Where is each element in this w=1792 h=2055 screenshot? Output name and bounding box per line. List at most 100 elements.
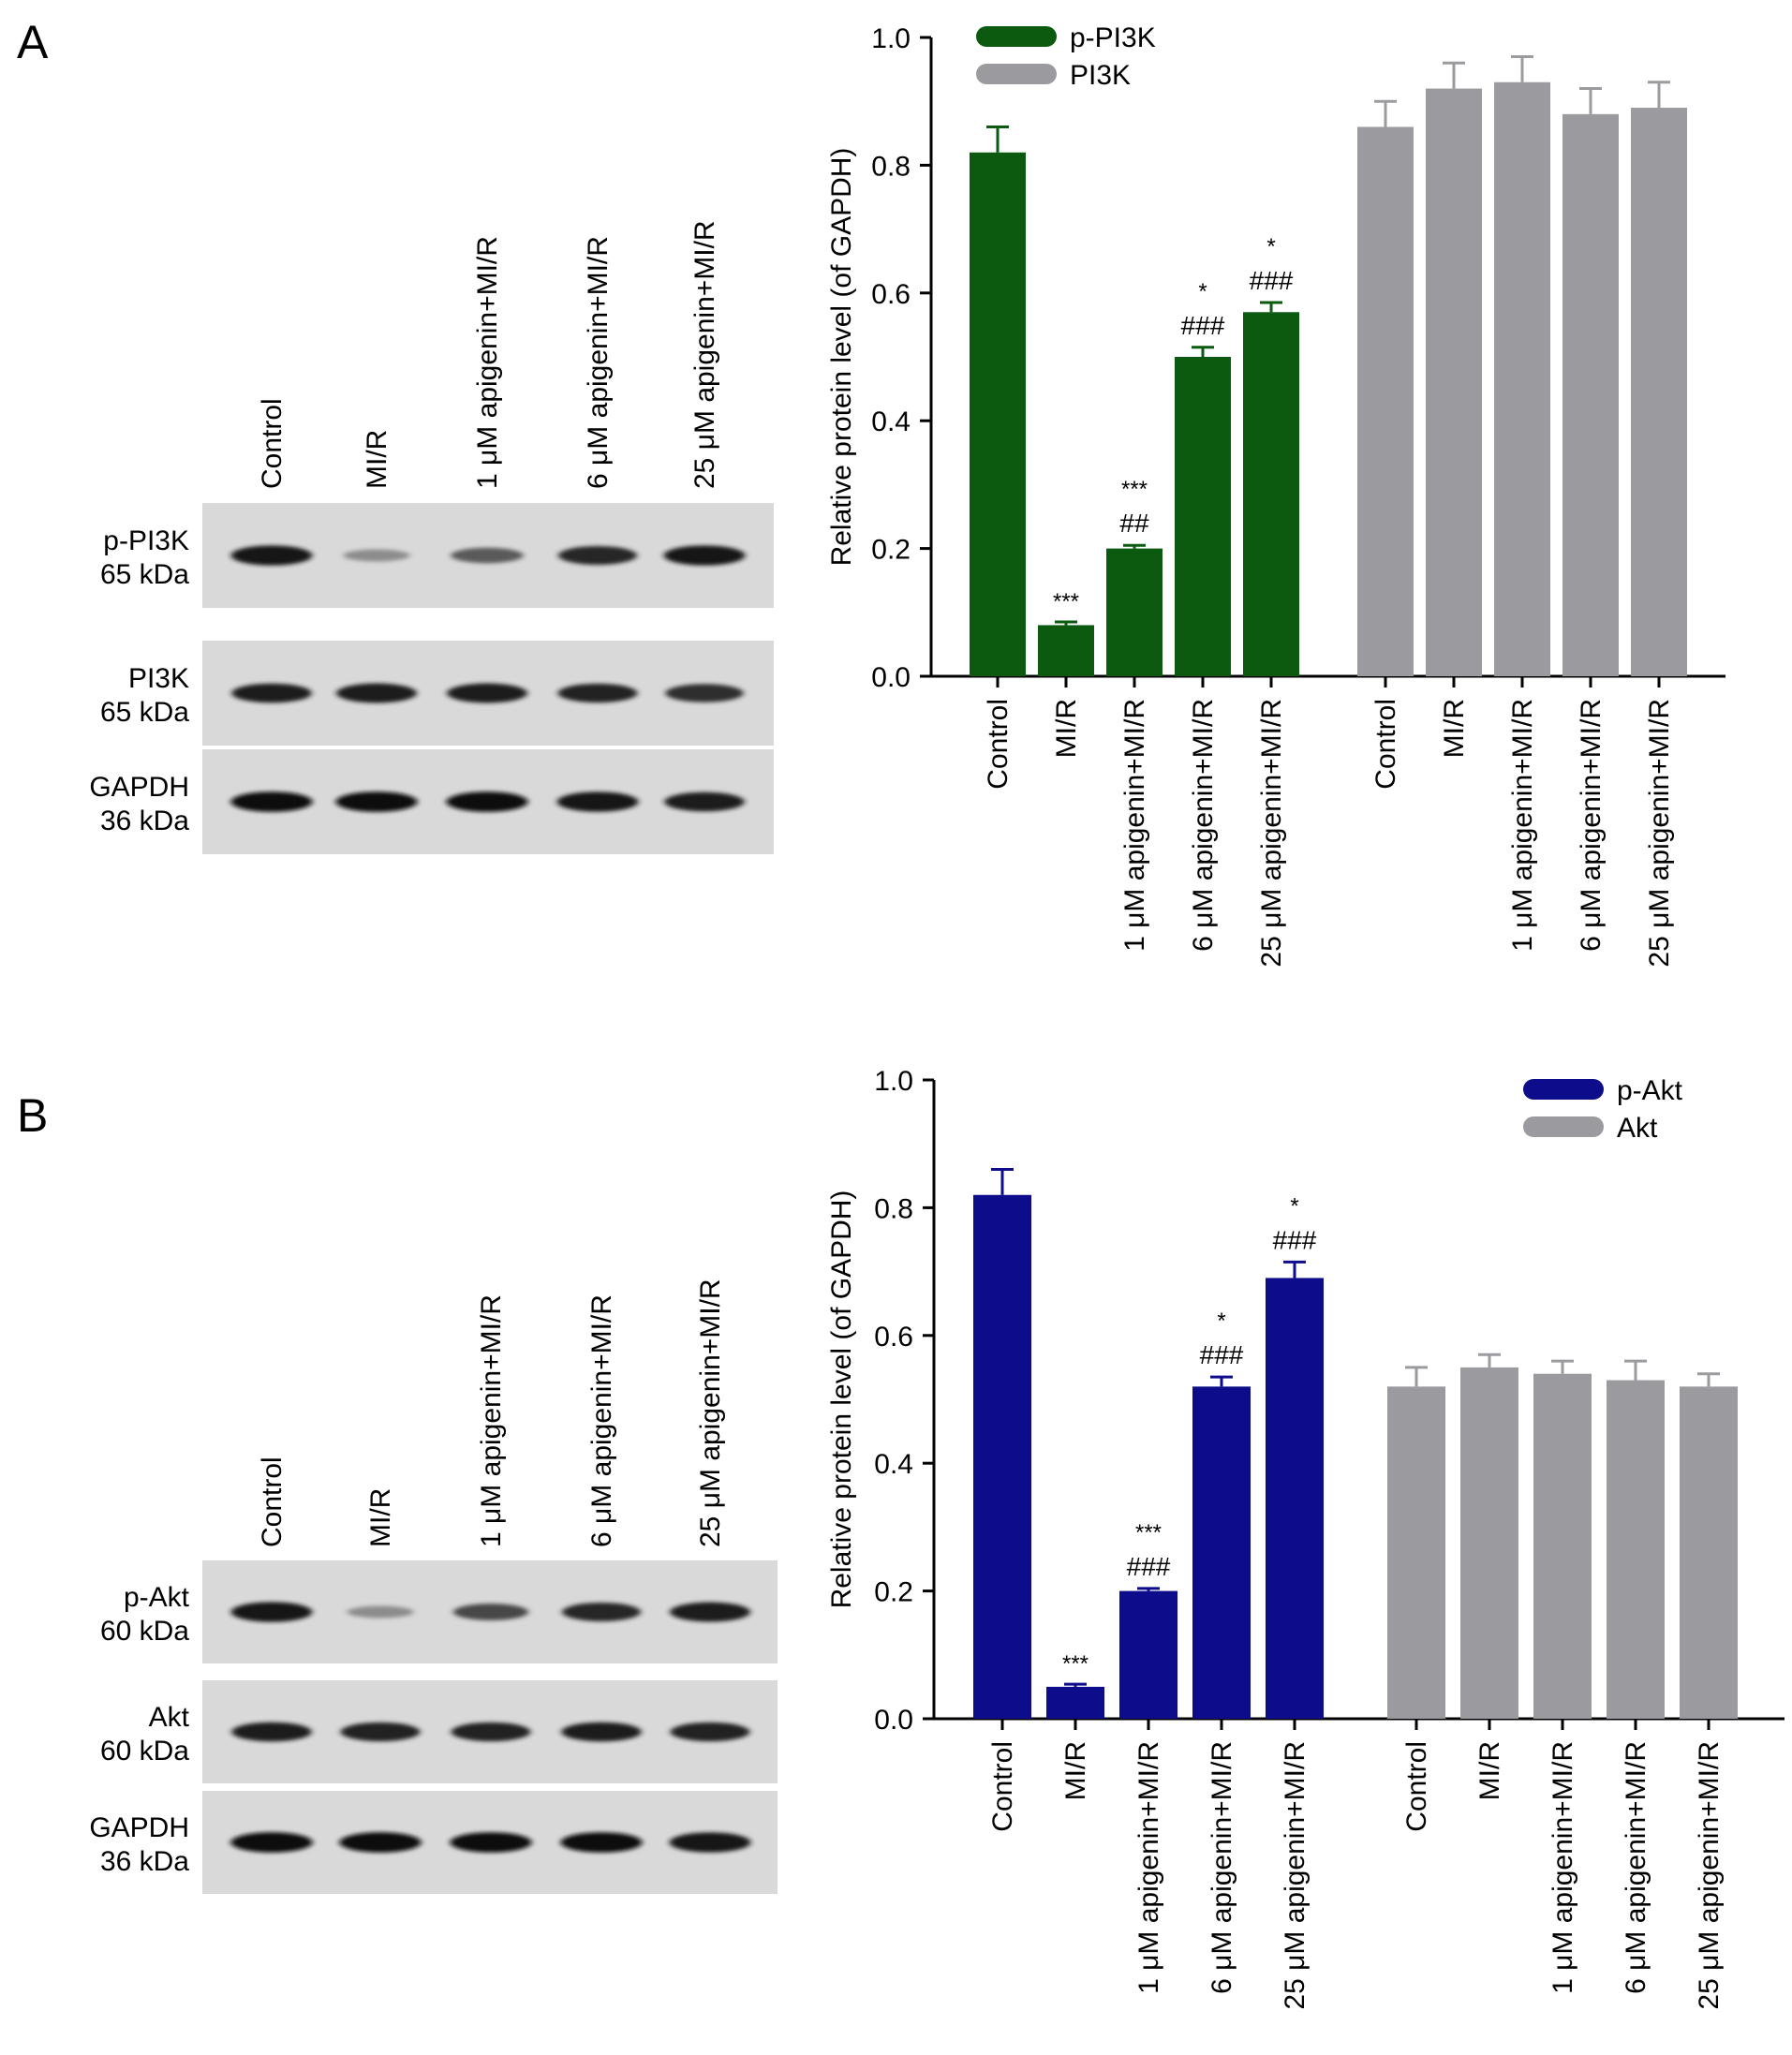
bar bbox=[1562, 113, 1619, 677]
blot-protein-label: p-Akt bbox=[124, 1582, 190, 1613]
y-tick-label: 0.2 bbox=[871, 535, 911, 566]
y-tick-label: 0.6 bbox=[871, 279, 911, 310]
y-axis-label: Relative protein level (of GAPDH) bbox=[826, 1190, 857, 1609]
bar bbox=[1533, 1373, 1592, 1719]
significance-label: *** bbox=[1121, 477, 1148, 502]
significance-label: * bbox=[1217, 1308, 1225, 1334]
bar bbox=[973, 1194, 1031, 1719]
bar bbox=[1266, 1278, 1324, 1719]
blot-band bbox=[230, 545, 313, 566]
bar bbox=[1607, 1380, 1665, 1719]
blot-band bbox=[670, 1722, 750, 1742]
y-tick-label: 0.0 bbox=[874, 1705, 913, 1736]
x-tick-label: Control bbox=[983, 699, 1014, 790]
x-tick-label: 25 μM apigenin+MI/R bbox=[1256, 699, 1287, 968]
bar bbox=[1038, 625, 1094, 676]
bar bbox=[970, 152, 1026, 676]
blot-band bbox=[452, 1604, 529, 1620]
lane-label: 25 μM apigenin+MI/R bbox=[695, 1279, 726, 1547]
bar bbox=[1175, 357, 1231, 676]
significance-label: ### bbox=[1250, 266, 1294, 295]
significance-label: * bbox=[1266, 234, 1275, 259]
x-tick-label: MI/R bbox=[1051, 699, 1082, 758]
lane-label: Control bbox=[257, 1456, 288, 1547]
x-tick-label: 6 μM apigenin+MI/R bbox=[1621, 1741, 1651, 1994]
blot-band bbox=[556, 791, 639, 812]
blot-protein-label: p-PI3K bbox=[103, 525, 189, 556]
bar bbox=[1046, 1686, 1104, 1719]
x-tick-label: 1 μM apigenin+MI/R bbox=[1133, 1741, 1164, 1994]
x-tick-label: 1 μM apigenin+MI/R bbox=[1119, 699, 1150, 952]
bar bbox=[1387, 1386, 1445, 1719]
blot-band bbox=[669, 1832, 751, 1853]
blot-band bbox=[663, 545, 746, 566]
y-tick-label: 0.8 bbox=[874, 1193, 913, 1224]
x-tick-label: 1 μM apigenin+MI/R bbox=[1548, 1741, 1578, 1994]
bar bbox=[1119, 1590, 1177, 1719]
legend-label: p-Akt bbox=[1617, 1075, 1683, 1106]
legend-label: p-PI3K bbox=[1070, 22, 1156, 53]
x-tick-label: MI/R bbox=[1474, 1741, 1505, 1800]
significance-label: ### bbox=[1273, 1225, 1317, 1254]
x-tick-label: MI/R bbox=[1439, 699, 1470, 758]
blot-protein-label: GAPDH bbox=[89, 1812, 189, 1843]
blot-band bbox=[451, 547, 524, 564]
x-tick-label: 6 μM apigenin+MI/R bbox=[1207, 1741, 1237, 1994]
blot-band bbox=[347, 1605, 414, 1619]
y-tick-label: 0.6 bbox=[874, 1322, 913, 1353]
legend-swatch bbox=[1523, 1116, 1604, 1137]
blot-band bbox=[230, 1832, 313, 1853]
lane-label: MI/R bbox=[365, 1488, 396, 1547]
lane-label: Control bbox=[257, 398, 288, 489]
bar bbox=[1357, 126, 1414, 677]
lane-label: 1 μM apigenin+MI/R bbox=[472, 236, 503, 489]
significance-label: ### bbox=[1200, 1340, 1244, 1369]
blot-band bbox=[561, 1603, 642, 1621]
x-tick-label: 25 μM apigenin+MI/R bbox=[1694, 1741, 1725, 2010]
blot-kda-label: 65 kDa bbox=[100, 697, 189, 728]
bar bbox=[1106, 548, 1163, 676]
x-tick-label: 25 μM apigenin+MI/R bbox=[1644, 699, 1675, 968]
western-blot-panel-b: Control MI/R 1 μM apigenin+MI/R 6 μM apigen… bbox=[89, 1279, 778, 1894]
y-tick-label: 0.2 bbox=[874, 1577, 913, 1608]
lane-label: 25 μM apigenin+MI/R bbox=[689, 220, 720, 489]
bar bbox=[1426, 88, 1482, 676]
blot-band bbox=[557, 546, 638, 565]
bar bbox=[1680, 1386, 1738, 1719]
lane-label: MI/R bbox=[362, 430, 392, 489]
x-tick-label: Control bbox=[1401, 1741, 1432, 1832]
blot-band bbox=[230, 1602, 313, 1622]
bar bbox=[1243, 312, 1299, 676]
legend-label: PI3K bbox=[1070, 60, 1131, 91]
blot-kda-label: 60 kDa bbox=[100, 1616, 189, 1647]
blot-band bbox=[339, 1832, 422, 1853]
legend-label: Akt bbox=[1617, 1113, 1658, 1144]
y-axis-label: Relative protein level (of GAPDH) bbox=[826, 148, 857, 567]
blot-kda-label: 36 kDa bbox=[100, 806, 189, 836]
blot-band bbox=[343, 549, 410, 562]
blot-band bbox=[557, 683, 638, 703]
significance-label: ## bbox=[1119, 509, 1149, 538]
blot-band bbox=[561, 1722, 642, 1742]
blot-band bbox=[451, 1722, 531, 1742]
bar bbox=[1460, 1367, 1518, 1719]
significance-label: * bbox=[1198, 279, 1207, 304]
legend-swatch bbox=[976, 26, 1057, 47]
western-blot-panel-a: Control MI/R 1 μM apigenin+MI/R 6 μM apigen… bbox=[89, 220, 774, 854]
blot-kda-label: 36 kDa bbox=[100, 1846, 189, 1877]
blot-band bbox=[447, 683, 527, 703]
significance-label: *** bbox=[1062, 1651, 1089, 1677]
blot-band bbox=[664, 791, 745, 812]
blot-band bbox=[231, 683, 312, 703]
blot-band bbox=[670, 1602, 750, 1622]
bar bbox=[1494, 81, 1550, 677]
y-tick-label: 0.4 bbox=[871, 407, 911, 437]
blot-kda-label: 60 kDa bbox=[100, 1736, 189, 1767]
significance-label: *** bbox=[1053, 589, 1079, 614]
panel-letter-b: B bbox=[17, 1089, 48, 1142]
blot-protein-label: Akt bbox=[149, 1702, 190, 1733]
x-tick-label: 6 μM apigenin+MI/R bbox=[1188, 699, 1219, 952]
blot-protein-label: GAPDH bbox=[89, 772, 189, 803]
significance-label: ### bbox=[1181, 311, 1225, 340]
